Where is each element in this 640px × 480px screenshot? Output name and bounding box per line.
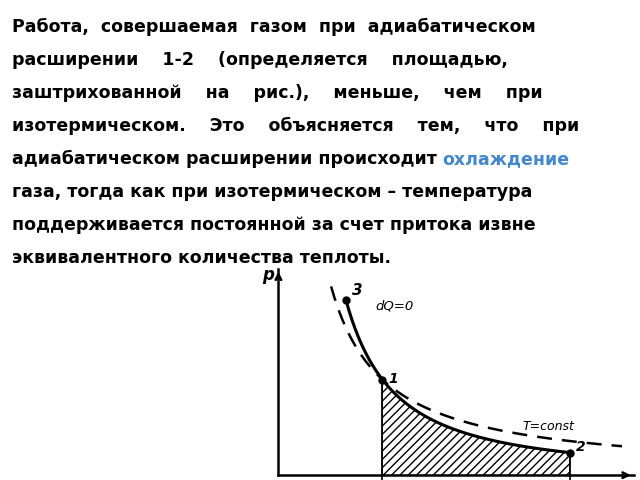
Text: расширении    1-2    (определяется    площадью,: расширении 1-2 (определяется площадью, xyxy=(12,51,508,69)
Text: dQ=0: dQ=0 xyxy=(375,300,413,313)
Text: T=const: T=const xyxy=(523,420,575,433)
Text: 3: 3 xyxy=(352,283,363,298)
Text: изотермическом.    Это    объясняется    тем,    что    при: изотермическом. Это объясняется тем, что… xyxy=(12,117,579,135)
Text: эквивалентного количества теплоты.: эквивалентного количества теплоты. xyxy=(12,249,390,267)
Text: Работа,  совершаемая  газом  при  адиабатическом: Работа, совершаемая газом при адиабатиче… xyxy=(12,18,535,36)
Text: заштрихованной    на    рис.),    меньше,    чем    при: заштрихованной на рис.), меньше, чем при xyxy=(12,84,542,102)
Text: адиабатическом расширении происходит: адиабатическом расширении происходит xyxy=(12,150,442,168)
Text: охлаждение: охлаждение xyxy=(442,150,570,168)
Text: 1: 1 xyxy=(388,372,398,386)
Text: 2: 2 xyxy=(576,440,586,454)
Text: газа, тогда как при изотермическом – температура: газа, тогда как при изотермическом – тем… xyxy=(12,183,532,201)
Text: поддерживается постоянной за счет притока извне: поддерживается постоянной за счет приток… xyxy=(12,216,535,234)
Text: p: p xyxy=(262,266,274,284)
